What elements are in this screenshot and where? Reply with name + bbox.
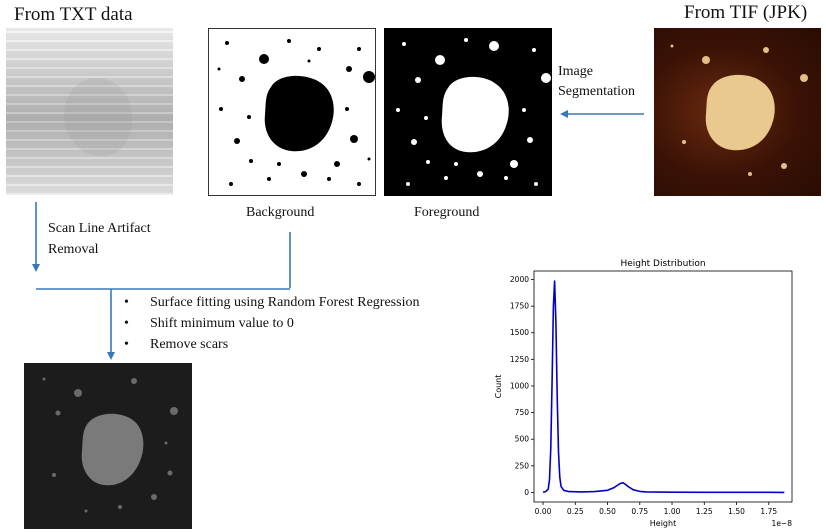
bullet: • [124,316,129,331]
txt-data-title: From TXT data [14,4,133,25]
segmentation-label-line-1: Image [558,64,593,79]
height-distribution-line [542,280,785,494]
scan-label-line-2: Removal [48,242,99,257]
bullet: • [124,337,129,352]
background-label: Background [246,205,315,220]
bullet: • [124,295,129,310]
chart-title: Height Distribution [620,259,705,269]
y-tick-label: 2000 [510,275,529,284]
step-text: Shift minimum value to 0 [150,316,294,331]
height-distribution-chart: Height Distribution 0.00 0.25 0.50 0.75 1.00 1… [494,259,793,528]
x-axis-label: Height [650,519,676,528]
y-tick-label: 750 [515,408,530,417]
x-tick-label: 1.25 [696,507,713,516]
image-segmentation-label: Image Segmentation [558,62,635,102]
y-tick-label: 1500 [510,328,529,337]
background-mask-image [208,28,376,196]
y-tick-label: 250 [515,461,530,470]
x-tick-label: 1.00 [664,507,681,516]
foreground-label: Foreground [414,205,480,220]
y-tick-label: 1250 [510,355,529,364]
y-tick-label: 0 [524,488,529,497]
x-tick-label: 0.00 [535,507,552,516]
x-tick-label: 0.25 [567,507,584,516]
y-tick-label: 1000 [510,381,529,390]
x-tick-label: 1.50 [728,507,745,516]
processed-height-map-image [24,363,192,529]
step-text: Remove scars [150,337,229,352]
x-tick-label: 0.75 [631,507,648,516]
segmentation-label-line-2: Segmentation [558,84,635,99]
tif-afm-image [654,28,821,196]
tif-data-title: From TIF (JPK) [684,2,808,23]
y-tick-label: 1750 [510,302,529,311]
x-offset-label: 1e−8 [772,519,793,528]
raw-height-map-image [6,28,173,195]
x-tick-label: 0.50 [599,507,616,516]
segmentation-arrow [560,110,644,118]
foreground-mask-image [384,28,552,196]
step-text: Surface fitting using Random Forest Regr… [150,295,420,310]
scan-label-line-1: Scan Line Artifact [48,221,151,236]
scan-line-removal-label: Scan Line Artifact Removal [48,218,151,260]
x-tick-label: 1.75 [760,507,777,516]
plot-frame [533,270,793,503]
y-tick-label: 500 [515,435,530,444]
y-axis-label: Count [494,375,503,399]
